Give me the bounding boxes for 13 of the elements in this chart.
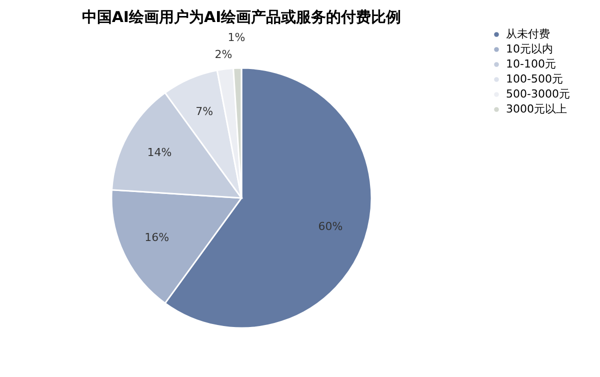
- legend-label: 500-3000元: [506, 88, 570, 100]
- chart-title: 中国AI绘画用户为AI绘画产品或服务的付费比例: [82, 8, 402, 26]
- data-label: 14%: [147, 146, 172, 159]
- legend-label: 从未付费: [506, 28, 550, 40]
- data-label: 1%: [228, 31, 246, 44]
- data-label: 2%: [214, 48, 232, 62]
- data-label: 60%: [318, 220, 343, 233]
- legend-label: 10元以内: [506, 42, 553, 56]
- legend-label: 3000元以上: [506, 102, 567, 116]
- legend-label: 100-500元: [506, 72, 563, 86]
- legend-label: 10-100元: [506, 58, 556, 70]
- data-label: 16%: [144, 230, 170, 244]
- data-label: 7%: [196, 105, 214, 118]
